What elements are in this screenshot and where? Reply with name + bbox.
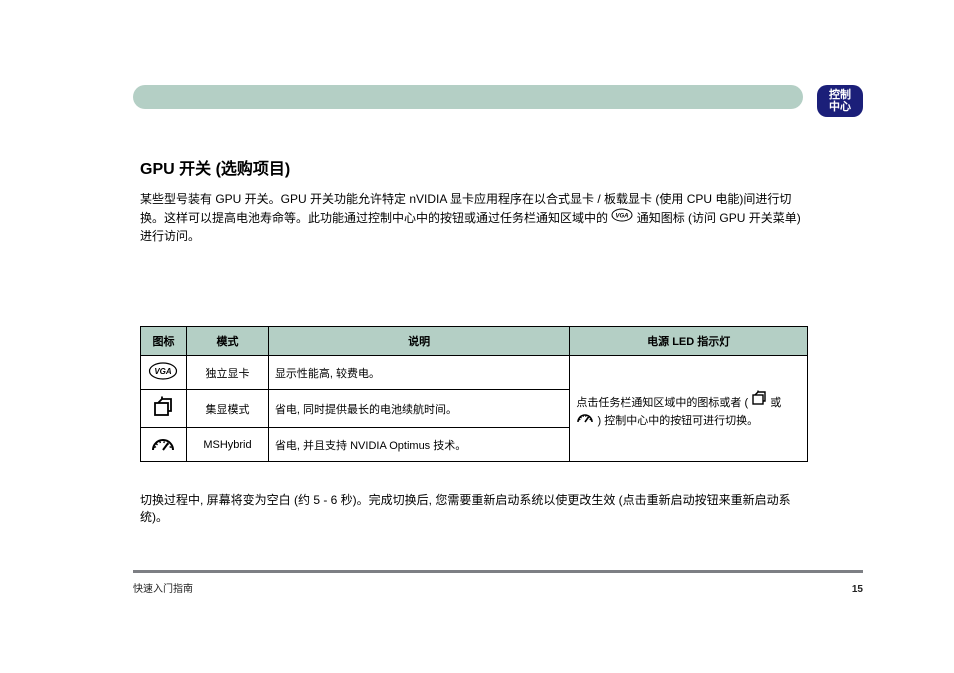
cell-mode-2: MSHybrid <box>186 428 268 462</box>
cell-note-2: 省电, 并且支持 NVIDIA Optimus 技术。 <box>268 428 569 462</box>
indicator-or: 或 <box>770 397 781 409</box>
indicator-text-tail: ) 控制中心中的按钮可进行切换。 <box>597 415 758 427</box>
footer-divider <box>133 570 863 573</box>
header-accent-bar <box>133 85 803 109</box>
footer-page-number: 15 <box>852 584 863 595</box>
cell-indicator: 点击任务栏通知区域中的图标或者 ( 或 <box>570 356 808 462</box>
footer-left: 快速入门指南 <box>133 580 193 595</box>
svg-text:VGA: VGA <box>155 367 173 376</box>
th-note: 说明 <box>268 327 569 356</box>
intro-paragraph: 某些型号装有 GPU 开关。GPU 开关功能允许特定 nVIDIA 显卡应用程序… <box>140 190 808 245</box>
section-title: GPU 开关 (选购项目) <box>140 155 290 179</box>
note-paragraph: 切换过程中, 屏幕将变为空白 (约 5 - 6 秒)。完成切换后, 您需要重新启… <box>140 492 808 527</box>
vga-inline-icon: VGA <box>611 208 633 222</box>
gpu-mode-table: 图标 模式 说明 电源 LED 指示灯 VGA 独立显卡 显示性能高, 较费电。 <box>140 326 808 462</box>
gauge-icon <box>150 434 176 452</box>
vga-icon: VGA <box>148 362 178 380</box>
box-icon <box>152 396 174 418</box>
gauge-icon <box>576 410 594 424</box>
cell-mode-1: 集显模式 <box>186 390 268 428</box>
cell-mode-0: 独立显卡 <box>186 356 268 390</box>
side-tab-line1: 控制 <box>829 89 851 101</box>
side-tab-line2: 中心 <box>829 101 851 113</box>
th-indicator: 电源 LED 指示灯 <box>570 327 808 356</box>
cell-note-1: 省电, 同时提供最长的电池续航时间。 <box>268 390 569 428</box>
cell-note-0: 显示性能高, 较费电。 <box>268 356 569 390</box>
table-row: VGA 独立显卡 显示性能高, 较费电。 点击任务栏通知区域中的图标或者 ( <box>141 356 808 390</box>
svg-text:VGA: VGA <box>616 214 629 220</box>
table-header: 图标 模式 说明 电源 LED 指示灯 <box>141 327 808 356</box>
th-mode: 模式 <box>186 327 268 356</box>
box-icon <box>751 390 767 406</box>
side-tab: 控制 中心 <box>817 85 863 117</box>
th-icon: 图标 <box>141 327 187 356</box>
indicator-text-head: 点击任务栏通知区域中的图标或者 ( <box>576 397 748 409</box>
